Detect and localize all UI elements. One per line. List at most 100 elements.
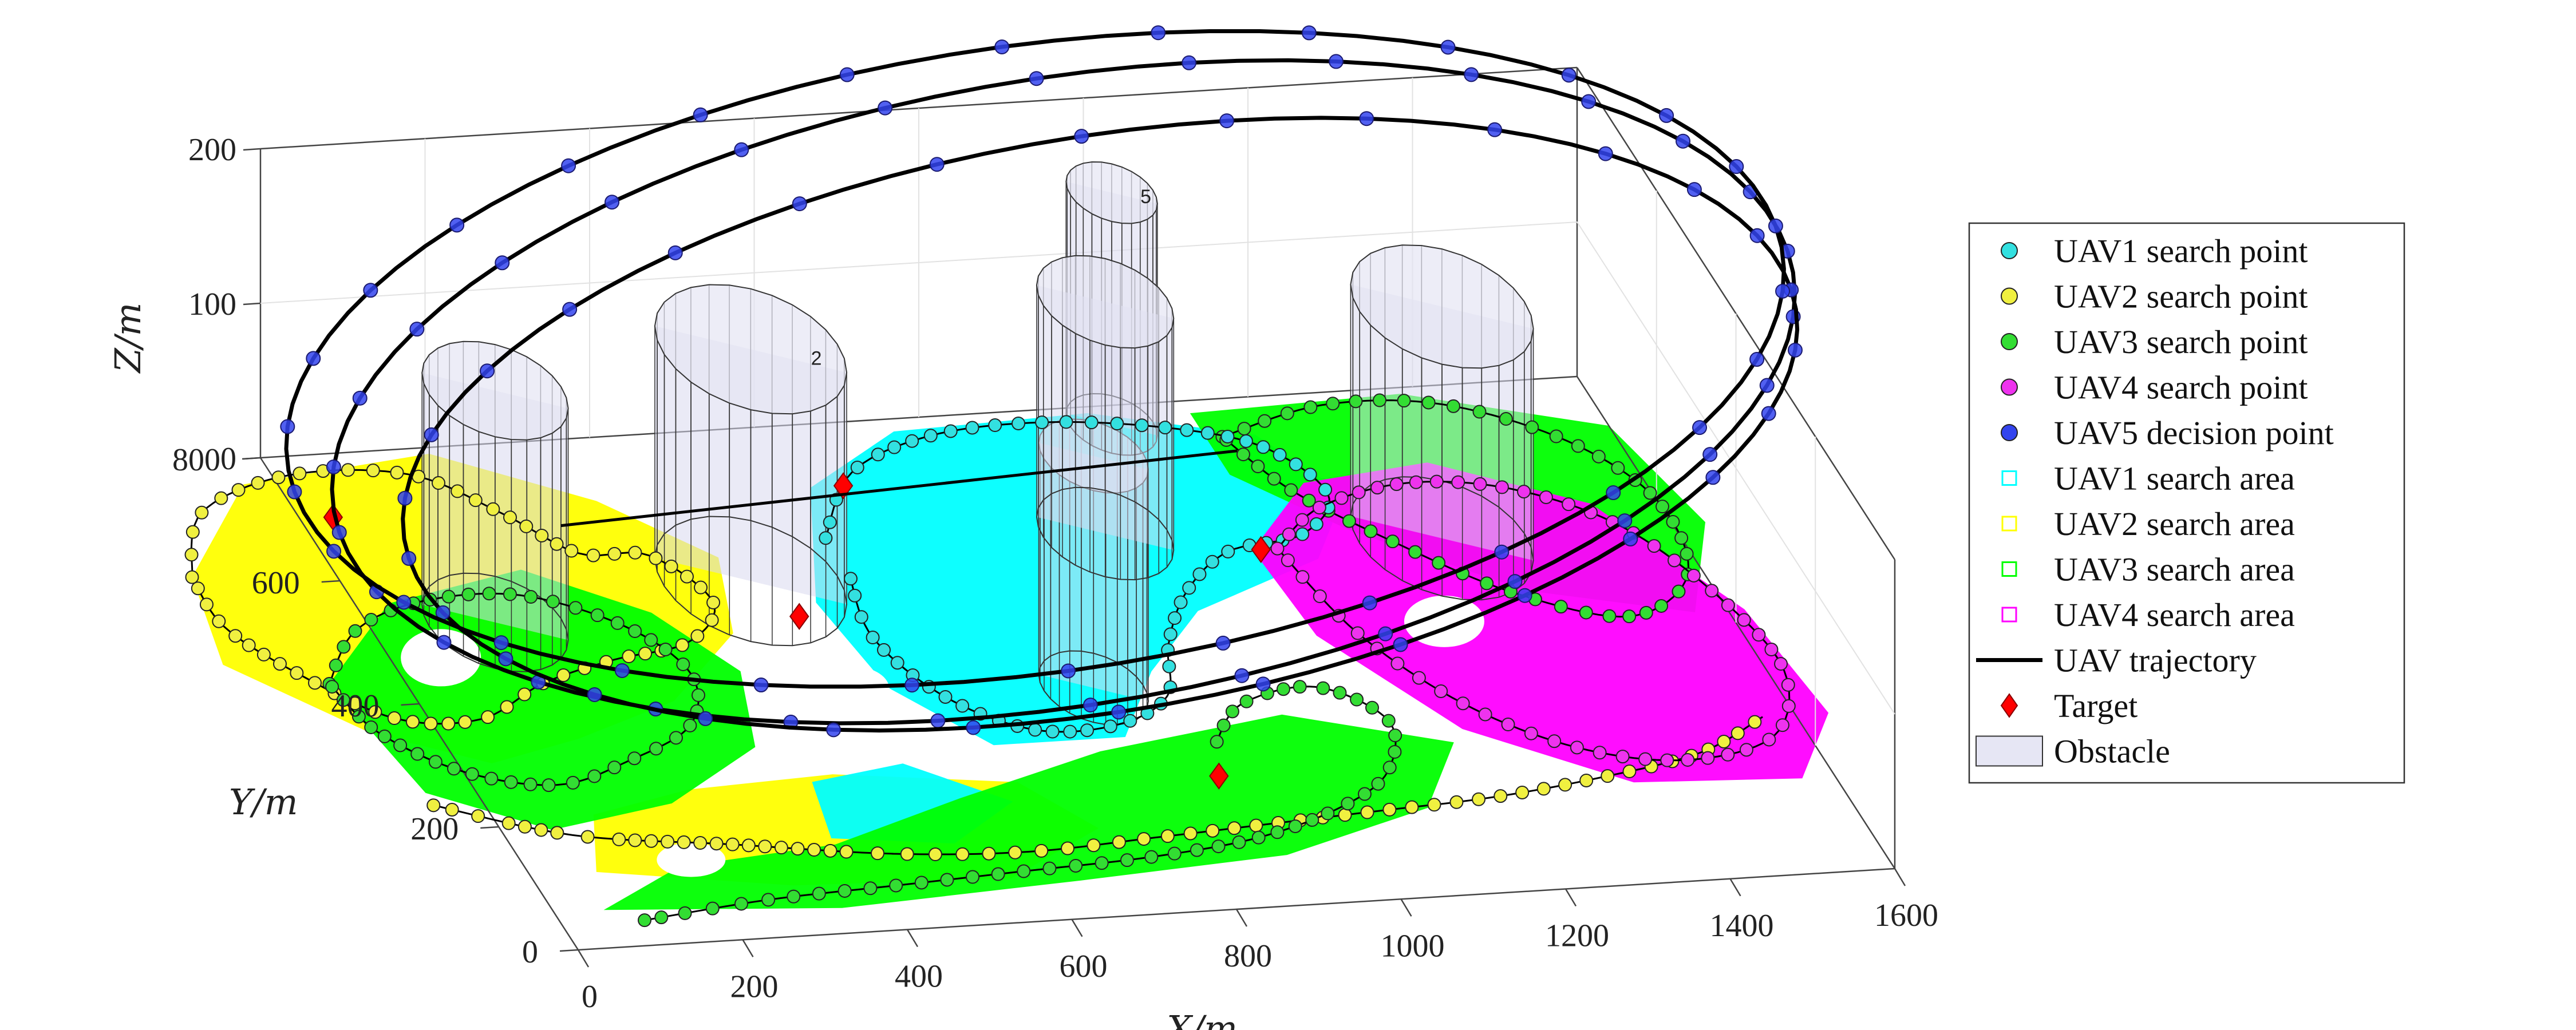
y-tick-label: 400 (331, 688, 380, 724)
search-point (366, 464, 380, 478)
z-tick-label: 200 (188, 132, 236, 168)
search-point (1432, 556, 1446, 570)
decision-point (904, 678, 920, 693)
z-axis-label: Z/m (107, 303, 149, 374)
search-point (887, 440, 902, 454)
grid-line-z-100 (260, 221, 1895, 715)
obstacle-base (1350, 476, 1534, 601)
search-point (1256, 440, 1270, 454)
legend-marker (2001, 424, 2018, 441)
search-point (1232, 835, 1246, 849)
decision-point (693, 107, 708, 122)
search-point (1571, 439, 1585, 453)
decision-point (605, 195, 620, 210)
search-point (1205, 554, 1219, 569)
search-point (791, 842, 805, 856)
search-point (638, 913, 651, 928)
search-point (1397, 394, 1411, 408)
search-point (1524, 726, 1538, 740)
search-point (1270, 825, 1285, 839)
search-point (445, 802, 459, 817)
decision-point (966, 720, 981, 735)
search-point (251, 476, 265, 490)
search-point (503, 587, 517, 601)
legend-label: Obstacle (2054, 733, 2170, 770)
decision-point (1362, 595, 1377, 611)
decision-point (1606, 485, 1621, 501)
search-point (966, 870, 980, 884)
search-point (524, 590, 538, 604)
decision-point (1507, 574, 1523, 589)
decision-point (1494, 544, 1510, 560)
search-point (1408, 545, 1423, 559)
search-point (1352, 485, 1366, 500)
search-point (1239, 434, 1253, 448)
search-point (387, 711, 401, 726)
search-point (504, 775, 518, 789)
search-point (1405, 800, 1419, 814)
search-point (1705, 584, 1719, 598)
search-point (1666, 514, 1680, 529)
search-point (607, 546, 622, 561)
search-point (1681, 752, 1695, 767)
legend-marker (2001, 287, 2018, 305)
obstacle-2: 2 (654, 284, 848, 647)
search-point (231, 483, 246, 497)
search-point (1472, 792, 1486, 806)
search-point (1135, 418, 1149, 433)
decision-point (1705, 470, 1721, 485)
search-point (1160, 829, 1175, 843)
search-point (691, 688, 705, 702)
y-tick-mark (480, 826, 499, 829)
search-point (854, 610, 868, 624)
search-point (481, 710, 495, 724)
search-point (1295, 513, 1309, 527)
search-point (644, 834, 658, 848)
search-point (1168, 611, 1182, 625)
legend-marker (2001, 378, 2018, 396)
search-point (503, 510, 517, 525)
search-point (325, 680, 339, 694)
search-point (1167, 846, 1182, 861)
legend-item-5: UAV5 decision point (2001, 414, 2334, 451)
search-path-7 (1270, 474, 1796, 767)
decision-point (1761, 406, 1776, 421)
search-point (1517, 485, 1531, 499)
decision-point (667, 245, 683, 260)
search-point (586, 548, 600, 562)
search-point (550, 826, 564, 840)
decision-point (587, 687, 602, 702)
target-2 (833, 472, 854, 500)
decision-point (480, 363, 495, 379)
search-point (1095, 856, 1109, 870)
search-point (1643, 486, 1657, 500)
legend-label: UAV4 search point (2054, 369, 2308, 406)
search-point (1385, 534, 1400, 549)
decision-point (1255, 676, 1271, 692)
search-point (184, 548, 199, 562)
search-point (393, 738, 408, 752)
decision-point (1581, 94, 1597, 109)
search-point (1472, 405, 1487, 419)
legend-item-12: Obstacle (1976, 733, 2170, 770)
y-tick-label: 0 (522, 934, 538, 970)
obstacle-5 (1036, 255, 1175, 581)
decision-point (1598, 146, 1613, 161)
decision-point (930, 713, 946, 728)
search-point (1739, 743, 1753, 757)
search-point (965, 421, 979, 435)
decision-point (1686, 182, 1702, 197)
decision-point (994, 39, 1010, 54)
decision-point (614, 663, 630, 678)
search-point (556, 668, 571, 683)
search-point (807, 843, 821, 857)
search-point (607, 760, 622, 775)
legend-item-4: UAV4 search point (2001, 369, 2308, 406)
search-point (293, 466, 307, 481)
legend-label: UAV trajectory (2054, 642, 2257, 679)
legend-marker (2001, 516, 2017, 532)
search-point (1622, 764, 1637, 779)
search-point (1084, 415, 1099, 430)
search-point (1611, 461, 1625, 475)
search-point (1158, 421, 1172, 435)
